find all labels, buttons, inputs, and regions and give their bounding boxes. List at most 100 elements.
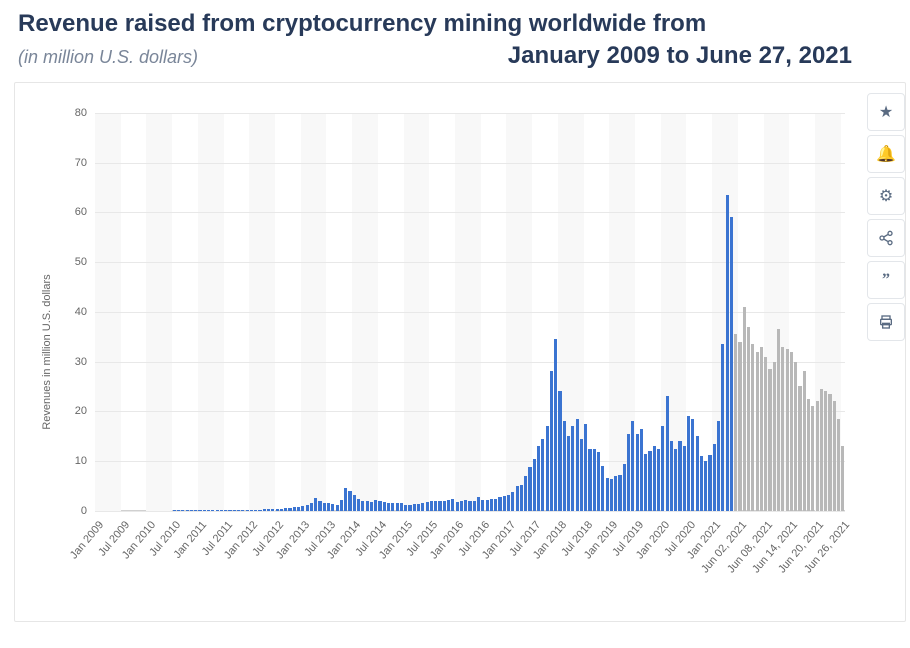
- bar[interactable]: [250, 510, 253, 511]
- bar[interactable]: [417, 504, 420, 510]
- bar[interactable]: [541, 439, 544, 511]
- bar[interactable]: [331, 504, 334, 510]
- bar[interactable]: [507, 495, 510, 511]
- bar[interactable]: [700, 456, 703, 511]
- bar[interactable]: [473, 501, 476, 510]
- bar[interactable]: [327, 503, 330, 510]
- bar[interactable]: [764, 357, 767, 511]
- bar[interactable]: [344, 488, 347, 510]
- bar[interactable]: [824, 391, 827, 510]
- share-button[interactable]: [867, 219, 905, 257]
- notify-button[interactable]: 🔔: [867, 135, 905, 173]
- bar[interactable]: [511, 492, 514, 511]
- bar[interactable]: [280, 509, 283, 511]
- bar[interactable]: [580, 439, 583, 511]
- bar[interactable]: [340, 500, 343, 511]
- bar[interactable]: [726, 195, 729, 511]
- bar[interactable]: [738, 342, 741, 511]
- bar[interactable]: [691, 419, 694, 511]
- bar[interactable]: [486, 500, 489, 511]
- bar[interactable]: [597, 452, 600, 511]
- bar[interactable]: [721, 344, 724, 511]
- bar[interactable]: [751, 344, 754, 511]
- bar[interactable]: [451, 499, 454, 510]
- bar[interactable]: [833, 401, 836, 510]
- bar[interactable]: [601, 466, 604, 511]
- bar[interactable]: [477, 497, 480, 511]
- bar[interactable]: [396, 503, 399, 510]
- bar[interactable]: [786, 349, 789, 511]
- bar[interactable]: [353, 495, 356, 511]
- bar[interactable]: [623, 464, 626, 511]
- bar[interactable]: [610, 479, 613, 510]
- bar[interactable]: [246, 510, 249, 511]
- bar[interactable]: [790, 352, 793, 511]
- print-button[interactable]: [867, 303, 905, 341]
- bar[interactable]: [704, 461, 707, 511]
- bar[interactable]: [438, 501, 441, 511]
- bar[interactable]: [567, 436, 570, 511]
- bar[interactable]: [734, 334, 737, 511]
- bar[interactable]: [391, 503, 394, 510]
- bar[interactable]: [747, 327, 750, 511]
- bar[interactable]: [593, 449, 596, 511]
- bar[interactable]: [657, 449, 660, 511]
- bar[interactable]: [460, 501, 463, 510]
- bar[interactable]: [263, 509, 266, 510]
- bar[interactable]: [288, 508, 291, 511]
- bar[interactable]: [546, 426, 549, 511]
- bar[interactable]: [550, 371, 553, 510]
- bar[interactable]: [490, 499, 493, 510]
- bar[interactable]: [383, 502, 386, 510]
- bar[interactable]: [537, 446, 540, 511]
- bar[interactable]: [387, 503, 390, 511]
- bar[interactable]: [503, 496, 506, 511]
- bar[interactable]: [670, 441, 673, 511]
- cite-button[interactable]: ”: [867, 261, 905, 299]
- bar[interactable]: [498, 497, 501, 510]
- bar[interactable]: [456, 502, 459, 511]
- bar[interactable]: [301, 506, 304, 511]
- bar[interactable]: [614, 476, 617, 511]
- bar[interactable]: [618, 475, 621, 511]
- bar[interactable]: [820, 389, 823, 511]
- bar[interactable]: [408, 505, 411, 511]
- bar[interactable]: [336, 505, 339, 511]
- bar[interactable]: [361, 501, 364, 511]
- bar[interactable]: [627, 434, 630, 511]
- bar[interactable]: [533, 459, 536, 511]
- bar[interactable]: [811, 406, 814, 510]
- bar[interactable]: [798, 386, 801, 510]
- bar[interactable]: [374, 500, 377, 510]
- bar[interactable]: [276, 509, 279, 510]
- bar[interactable]: [481, 500, 484, 510]
- bar[interactable]: [777, 329, 780, 511]
- bar[interactable]: [841, 446, 844, 511]
- bar[interactable]: [241, 510, 244, 511]
- settings-button[interactable]: ⚙: [867, 177, 905, 215]
- bar[interactable]: [310, 503, 313, 511]
- bar[interactable]: [713, 444, 716, 511]
- bar[interactable]: [430, 501, 433, 510]
- bar[interactable]: [318, 501, 321, 511]
- bar[interactable]: [558, 391, 561, 510]
- bar[interactable]: [237, 510, 240, 511]
- bar[interactable]: [520, 485, 523, 511]
- bar[interactable]: [348, 491, 351, 511]
- bar[interactable]: [404, 505, 407, 510]
- bar[interactable]: [576, 419, 579, 511]
- bar[interactable]: [807, 399, 810, 511]
- bar[interactable]: [563, 421, 566, 511]
- bar[interactable]: [678, 441, 681, 511]
- bar[interactable]: [413, 504, 416, 510]
- bar[interactable]: [606, 478, 609, 510]
- bar[interactable]: [554, 339, 557, 511]
- bar[interactable]: [644, 454, 647, 511]
- bar[interactable]: [773, 362, 776, 511]
- bar[interactable]: [370, 502, 373, 511]
- bar[interactable]: [666, 396, 669, 510]
- bar[interactable]: [717, 421, 720, 511]
- bar[interactable]: [661, 426, 664, 511]
- bar[interactable]: [528, 467, 531, 511]
- bar[interactable]: [378, 501, 381, 511]
